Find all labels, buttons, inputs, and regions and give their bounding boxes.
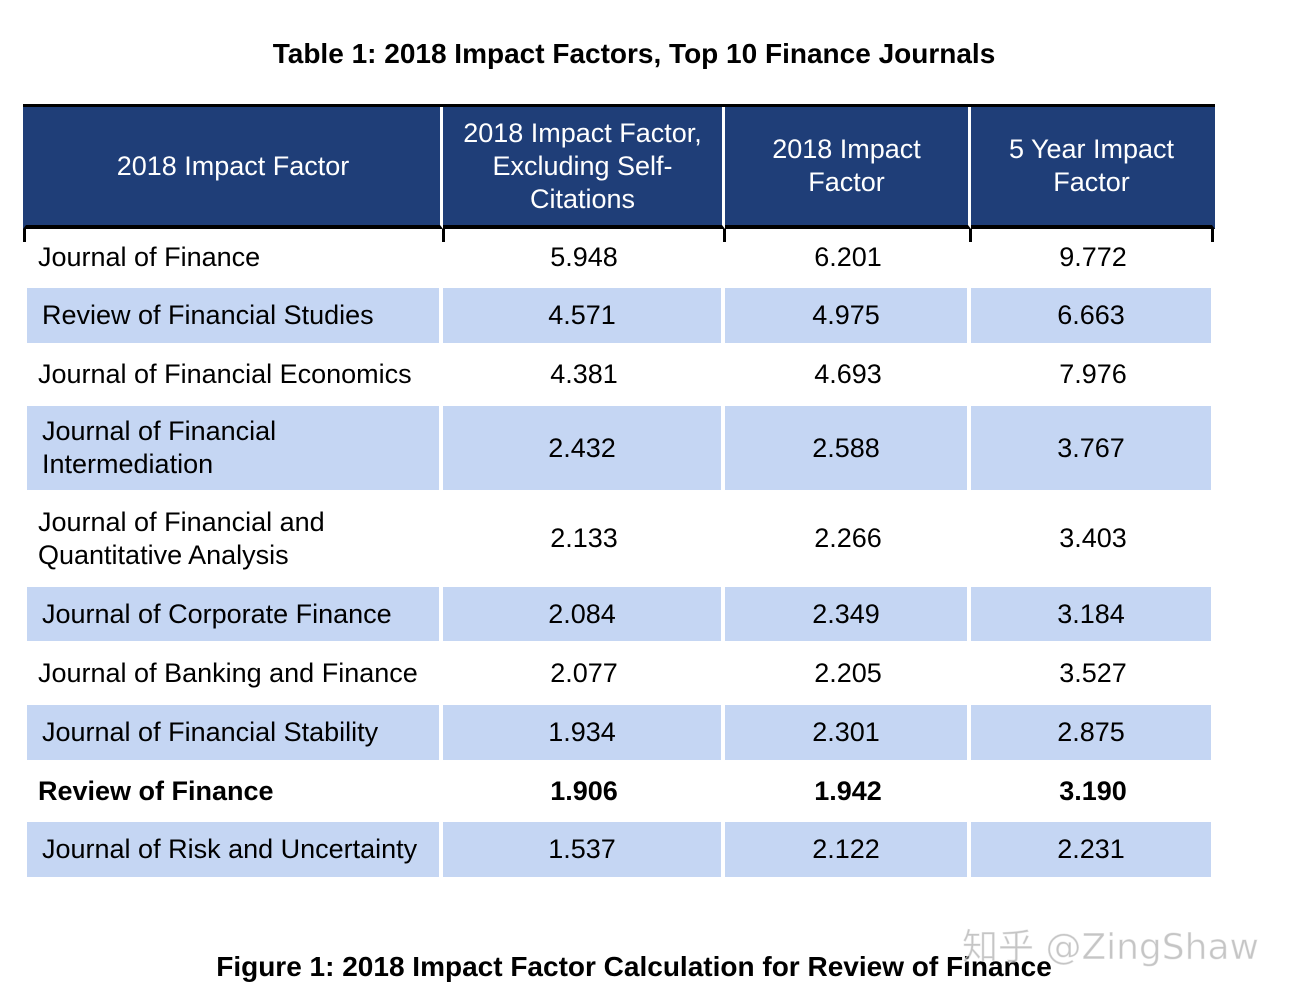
impact-2018-value-cell: 2.301: [725, 703, 971, 762]
impact-2018-value-cell: 1.942: [814, 775, 882, 806]
header-tick-mark: [1211, 229, 1214, 242]
journal-name-cell: Journal of Financial Economics: [38, 359, 412, 389]
impact-5yr-value-cell: 2.875: [971, 703, 1215, 762]
journal-name-cell: Journal of Banking and Finance: [38, 657, 418, 688]
header-tick-mark: [23, 229, 26, 242]
impact-5yr-value-cell: 7.976: [1059, 359, 1127, 389]
impact-5yr-value-cell: 9.772: [1059, 242, 1127, 272]
journal-name-cell: Journal of Financial Intermediation: [23, 404, 443, 492]
watermark-text: 知乎 @ZingShaw: [962, 927, 1260, 969]
header-journal: 2018 Impact Factor: [23, 107, 443, 229]
journal-name-cell: Review of Finance: [38, 775, 274, 806]
excl-self-value-cell: 1.934: [443, 703, 725, 762]
excl-self-value-cell: 4.571: [443, 286, 725, 345]
journal-name-cell: Journal of Financial and Quantitative An…: [38, 506, 325, 570]
excl-self-value-cell: 1.537: [443, 820, 725, 879]
impact-2018-value-cell: 2.349: [725, 585, 971, 643]
header-tick-mark: [969, 229, 972, 242]
impact-5yr-value-cell: 6.663: [971, 286, 1215, 345]
figure-caption: Figure 1: 2018 Impact Factor Calculation…: [216, 951, 1052, 982]
impact-5yr-value-cell: 3.403: [1059, 523, 1127, 553]
impact-2018-value-cell: 6.201: [814, 242, 882, 272]
cropped-previous-heading: [0, 0, 1294, 18]
excl-self-value-cell: 4.381: [550, 359, 618, 389]
header-5-year-impact-factor: 5 Year Impact Factor: [971, 107, 1215, 229]
table-top-rule: [23, 104, 1215, 107]
impact-5yr-value-cell: 3.190: [1059, 775, 1127, 806]
journal-name-cell: Review of Financial Studies: [23, 286, 443, 345]
impact-2018-value-cell: 2.205: [814, 657, 882, 688]
journal-name-cell: Journal of Finance: [38, 242, 261, 272]
journal-name-cell: Journal of Risk and Uncertainty: [23, 820, 443, 879]
header-excl-self-citations: 2018 Impact Factor, Excluding Self-Citat…: [443, 107, 725, 229]
impact-2018-value-cell: 4.975: [725, 286, 971, 345]
impact-2018-value-cell: 2.122: [725, 820, 971, 879]
impact-2018-value-cell: 2.266: [814, 523, 882, 553]
header-tick-mark: [723, 229, 726, 242]
impact-5yr-value-cell: 3.527: [1059, 657, 1127, 688]
excl-self-value-cell: 1.906: [550, 775, 618, 806]
header-tick-mark: [442, 229, 445, 242]
excl-self-value-cell: 2.077: [550, 657, 618, 688]
excl-self-value-cell: 2.432: [443, 404, 725, 492]
excl-self-value-cell: 2.084: [443, 585, 725, 643]
excl-self-value-cell: 2.133: [550, 523, 618, 553]
table-title: Table 1: 2018 Impact Factors, Top 10 Fin…: [272, 38, 996, 69]
impact-2018-value-cell: 2.588: [725, 404, 971, 492]
journal-name-cell: Journal of Corporate Finance: [23, 585, 443, 643]
excl-self-value-cell: 5.948: [550, 242, 618, 272]
impact-2018-value-cell: 4.693: [814, 359, 882, 389]
header-2018-impact-factor: 2018 Impact Factor: [725, 107, 971, 229]
impact-5yr-value-cell: 2.231: [971, 820, 1215, 879]
journal-name-cell: Journal of Financial Stability: [23, 703, 443, 762]
impact-5yr-value-cell: 3.184: [971, 585, 1215, 643]
impact-factor-table: 2018 Impact Factor 2018 Impact Factor, E…: [23, 107, 1215, 879]
impact-5yr-value-cell: 3.767: [971, 404, 1215, 492]
